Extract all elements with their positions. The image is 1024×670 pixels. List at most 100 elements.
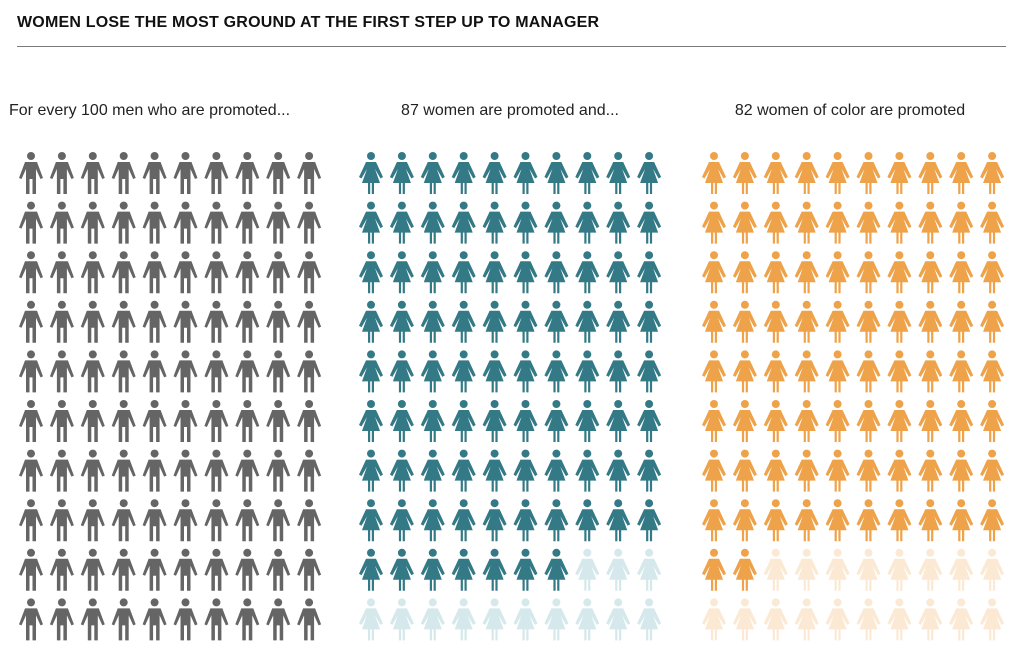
woman-icon <box>451 499 476 542</box>
man-icon <box>19 152 43 194</box>
woman-icon <box>887 350 912 393</box>
woman-icon <box>606 598 631 641</box>
woman-icon <box>544 251 569 294</box>
man-icon <box>173 400 198 442</box>
woman-icon <box>575 300 600 343</box>
woman-icon <box>949 400 974 442</box>
man-icon <box>49 201 74 244</box>
man-icon <box>173 300 198 343</box>
label-women: 87 women are promoted and... <box>401 102 619 119</box>
woman-icon <box>887 449 912 492</box>
man-icon <box>173 251 198 294</box>
woman-icon <box>887 548 912 591</box>
woman-icon <box>794 400 819 442</box>
man-icon <box>297 449 322 492</box>
man-icon <box>19 499 43 542</box>
man-icon <box>266 251 291 294</box>
woman-icon <box>575 251 600 294</box>
woman-icon <box>513 499 538 542</box>
woman-icon <box>825 350 850 393</box>
woman-icon <box>702 548 726 591</box>
woman-icon <box>575 598 600 641</box>
woman-icon <box>513 300 538 343</box>
woman-icon <box>544 548 569 591</box>
man-icon <box>111 400 136 442</box>
man-icon <box>204 300 229 343</box>
woman-icon <box>763 499 788 542</box>
woman-icon <box>856 449 881 492</box>
woman-icon <box>389 400 414 442</box>
woman-icon <box>702 251 726 294</box>
woman-icon <box>918 350 943 393</box>
man-icon <box>235 449 260 492</box>
woman-icon <box>482 201 507 244</box>
man-icon <box>49 499 74 542</box>
woman-icon <box>763 598 788 641</box>
man-icon <box>235 499 260 542</box>
woman-icon <box>980 598 1005 641</box>
man-icon <box>80 548 105 591</box>
woman-icon <box>544 201 569 244</box>
man-icon <box>297 251 322 294</box>
woman-icon <box>918 400 943 442</box>
man-icon <box>49 449 74 492</box>
woman-icon <box>420 152 445 194</box>
man-icon <box>111 598 136 641</box>
woman-icon <box>606 350 631 393</box>
woman-icon <box>980 548 1005 591</box>
woman-icon <box>732 400 757 442</box>
man-icon <box>111 350 136 393</box>
woman-icon <box>887 598 912 641</box>
woman-icon <box>513 598 538 641</box>
woman-icon <box>856 598 881 641</box>
woman-icon <box>887 251 912 294</box>
woman-icon <box>420 201 445 244</box>
man-icon <box>173 201 198 244</box>
man-icon <box>80 251 105 294</box>
woman-icon <box>451 201 476 244</box>
man-icon <box>266 400 291 442</box>
woman-icon <box>949 152 974 194</box>
woman-icon <box>606 251 631 294</box>
woman-icon <box>359 548 383 591</box>
man-icon <box>49 152 74 194</box>
woman-icon <box>637 300 662 343</box>
woman-icon <box>359 300 383 343</box>
man-icon <box>19 251 43 294</box>
woman-icon <box>359 598 383 641</box>
woman-icon <box>794 350 819 393</box>
woman-icon <box>794 251 819 294</box>
man-icon <box>297 548 322 591</box>
woman-icon <box>732 201 757 244</box>
woman-icon <box>763 251 788 294</box>
woman-icon <box>513 350 538 393</box>
woman-icon <box>949 201 974 244</box>
man-icon <box>235 350 260 393</box>
woman-icon <box>825 598 850 641</box>
woman-icon <box>702 449 726 492</box>
woman-icon <box>949 598 974 641</box>
woman-icon <box>637 251 662 294</box>
woman-icon <box>794 201 819 244</box>
woman-icon <box>389 300 414 343</box>
woman-icon <box>482 152 507 194</box>
man-icon <box>235 400 260 442</box>
woman-icon <box>637 548 662 591</box>
man-icon <box>266 300 291 343</box>
woman-icon <box>544 350 569 393</box>
woman-icon <box>856 499 881 542</box>
woman-icon <box>763 548 788 591</box>
woman-icon <box>794 300 819 343</box>
man-icon <box>80 201 105 244</box>
man-icon <box>80 499 105 542</box>
woman-icon <box>825 201 850 244</box>
woman-icon <box>575 449 600 492</box>
man-icon <box>111 251 136 294</box>
man-icon <box>204 598 229 641</box>
woman-icon <box>949 251 974 294</box>
man-icon <box>204 400 229 442</box>
woman-icon <box>482 350 507 393</box>
man-icon <box>173 152 198 194</box>
woman-icon <box>980 400 1005 442</box>
